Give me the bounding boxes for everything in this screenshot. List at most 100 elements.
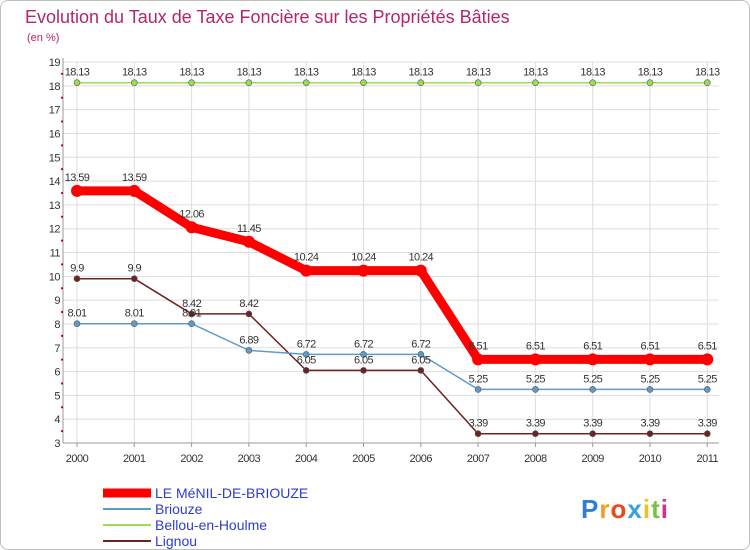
data-label: 6.05 xyxy=(411,354,430,366)
data-label: 13.59 xyxy=(122,172,147,184)
y-tick-label: 9 xyxy=(54,295,60,307)
y-axis-minor-dot xyxy=(60,263,64,266)
data-point xyxy=(703,430,711,438)
data-point xyxy=(701,353,714,366)
data-point xyxy=(703,79,711,87)
data-label: 6.05 xyxy=(354,354,373,366)
data-label: 6.72 xyxy=(354,338,373,350)
y-tick-label: 5 xyxy=(54,390,60,402)
y-axis-minor-dot xyxy=(60,191,64,195)
data-point xyxy=(472,353,485,366)
data-label: 3.39 xyxy=(583,418,602,430)
data-label: 18.13 xyxy=(351,67,376,79)
data-label: 18.13 xyxy=(294,67,319,79)
data-label: 10.24 xyxy=(409,252,434,264)
data-label: 12.06 xyxy=(179,208,204,220)
data-label: 18.13 xyxy=(466,67,491,79)
data-label: 6.72 xyxy=(297,338,316,350)
data-point xyxy=(360,351,367,358)
y-tick-label: 14 xyxy=(49,176,61,188)
legend-label: Bellou-en-Houlme xyxy=(155,517,267,533)
x-tick-label: 2008 xyxy=(524,453,547,465)
data-point xyxy=(73,79,81,87)
y-axis-minor-dot xyxy=(60,168,64,171)
data-label: 8.01 xyxy=(67,308,86,320)
data-point xyxy=(131,320,138,327)
data-point xyxy=(589,430,597,438)
x-tick-label: 2007 xyxy=(467,453,490,465)
data-label: 3.39 xyxy=(698,418,717,430)
y-tick-label: 15 xyxy=(49,152,61,164)
data-label: 6.72 xyxy=(411,338,430,350)
data-label: 18.13 xyxy=(237,67,262,79)
x-tick-label: 2001 xyxy=(123,453,146,465)
y-tick-label: 18 xyxy=(49,81,61,93)
y-tick-label: 8 xyxy=(54,319,60,331)
logo-letter: i xyxy=(643,494,651,524)
data-point xyxy=(414,264,427,277)
x-tick-label: 2011 xyxy=(696,453,718,465)
y-axis-minor-dot xyxy=(60,215,64,218)
x-tick-label: 2010 xyxy=(639,453,662,465)
logo-letter: i xyxy=(661,494,669,524)
y-axis-minor-dot xyxy=(60,310,64,314)
data-point xyxy=(245,347,253,354)
chart-subtitle: (en %) xyxy=(27,32,59,44)
data-point xyxy=(532,79,539,87)
data-point xyxy=(646,386,654,393)
data-point xyxy=(417,351,425,358)
data-point xyxy=(532,430,539,438)
data-point xyxy=(417,367,425,374)
y-axis-minor-dot xyxy=(60,406,64,409)
data-label: 10.24 xyxy=(294,252,319,264)
data-label: 18.13 xyxy=(409,67,434,79)
series-line xyxy=(72,186,712,364)
y-axis-minor-dot xyxy=(60,96,64,99)
data-label: 5.25 xyxy=(526,373,545,385)
data-point xyxy=(474,79,482,87)
y-axis-minor-dot xyxy=(60,287,64,290)
data-labels: 18.13 18.13 18.13 18.13 18.13 18.13 18.13 18.13… xyxy=(65,67,721,430)
y-axis-minor-dot xyxy=(60,144,64,147)
data-point xyxy=(360,79,367,87)
chart-title: Evolution du Taux de Taxe Foncière sur l… xyxy=(25,7,510,27)
data-point xyxy=(302,351,310,358)
axes: 3 4 5 6 7 8 9 10 11 12 13 14 15 16 17 18 19 2000 2001 2002 2… xyxy=(49,57,719,465)
y-tick-label: 10 xyxy=(49,271,61,283)
y-tick-label: 12 xyxy=(49,224,61,236)
data-label: 11.45 xyxy=(237,223,261,235)
data-point xyxy=(188,79,195,87)
data-label: 6.51 xyxy=(469,340,488,352)
logo-letter: t xyxy=(651,494,661,524)
y-axis-minor-dot xyxy=(60,120,64,123)
data-point xyxy=(245,79,253,87)
data-point xyxy=(532,386,539,393)
data-label: 9.9 xyxy=(128,263,142,275)
data-point xyxy=(188,320,195,327)
data-label: 18.13 xyxy=(695,67,720,79)
x-tick-label: 2005 xyxy=(352,453,375,465)
data-point xyxy=(188,310,195,318)
data-point xyxy=(302,367,310,374)
logo-letter: r xyxy=(599,494,610,524)
data-point xyxy=(644,353,656,366)
data-label: 13.59 xyxy=(65,172,90,184)
data-point xyxy=(71,184,83,197)
x-tick-label: 2002 xyxy=(180,453,203,465)
data-point xyxy=(242,235,255,248)
data-label: 10.24 xyxy=(351,252,376,264)
data-point xyxy=(131,275,138,282)
data-label: 8.01 xyxy=(182,308,201,320)
y-axis-minor-dot xyxy=(60,358,64,361)
data-point xyxy=(529,353,542,366)
data-point xyxy=(300,264,313,277)
data-label: 3.39 xyxy=(526,418,545,430)
data-label: 6.51 xyxy=(698,340,717,352)
data-point xyxy=(646,430,654,438)
y-tick-label: 16 xyxy=(49,128,61,140)
data-label: 18.13 xyxy=(523,67,548,79)
data-label: 18.13 xyxy=(580,67,605,79)
x-tick-label: 2006 xyxy=(410,453,433,465)
